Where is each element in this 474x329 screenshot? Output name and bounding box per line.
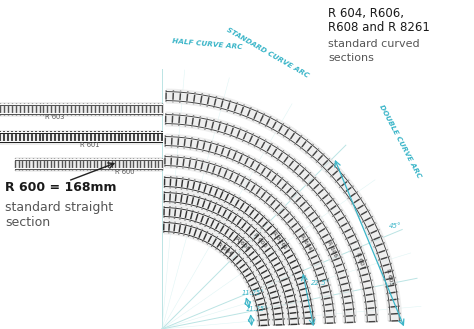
Polygon shape [166,89,402,321]
Text: 45°: 45° [389,223,401,229]
Bar [0,102,162,116]
Polygon shape [164,205,286,325]
Bar [15,157,162,171]
Text: R608 and R 8261: R608 and R 8261 [328,21,430,34]
Text: sections: sections [328,53,374,63]
Polygon shape [164,190,301,325]
Text: STANDARD CURVE ARC: STANDARD CURVE ARC [226,27,310,79]
Text: section: section [5,216,50,229]
Text: standard curved: standard curved [328,39,419,49]
Text: HALF CURVE ARC: HALF CURVE ARC [172,38,242,50]
Text: 11.25°: 11.25° [246,306,268,312]
Text: R 606: R 606 [327,241,338,258]
Text: R 601: R 601 [80,142,100,148]
Polygon shape [165,134,357,323]
Polygon shape [165,154,337,323]
Text: 11.25°: 11.25° [242,290,264,296]
Text: DOUBLE CURVE ARC: DOUBLE CURVE ARC [378,103,422,179]
Text: 22.5°: 22.5° [311,280,331,286]
Text: R 603: R 603 [46,114,64,120]
Polygon shape [165,112,379,322]
Text: R 604: R 604 [217,241,233,256]
Text: standard straight: standard straight [5,201,113,214]
Text: R 604, R606,: R 604, R606, [328,7,404,20]
Text: R 8261: R 8261 [271,231,288,250]
Text: R 606: R 606 [234,236,250,251]
Text: R 600: R 600 [115,169,135,175]
Polygon shape [164,174,317,324]
Text: R 605: R 605 [385,268,393,286]
Text: R 600 = 168mm: R 600 = 168mm [5,181,117,194]
Text: R 608: R 608 [253,233,268,249]
Polygon shape [164,219,272,326]
Text: R 607: R 607 [356,252,366,269]
Bar [0,130,162,144]
Text: R 604: R 604 [300,234,312,251]
